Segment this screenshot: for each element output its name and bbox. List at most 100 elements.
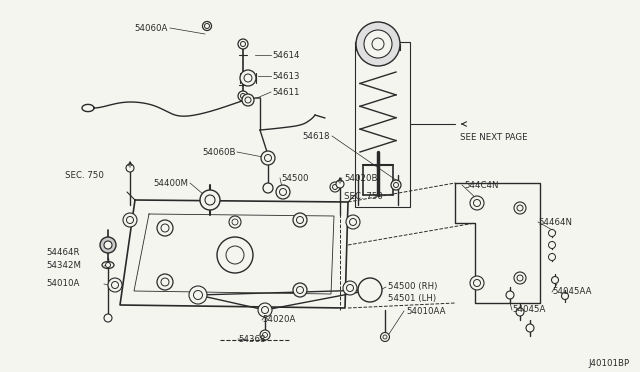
Circle shape: [296, 217, 303, 224]
Circle shape: [123, 213, 137, 227]
Text: 54501 (LH): 54501 (LH): [388, 295, 436, 304]
Circle shape: [157, 220, 173, 236]
Circle shape: [232, 219, 238, 225]
Circle shape: [394, 183, 399, 187]
Circle shape: [263, 183, 273, 193]
Circle shape: [561, 292, 568, 299]
Circle shape: [552, 276, 559, 283]
Circle shape: [127, 217, 134, 224]
Circle shape: [262, 307, 269, 314]
Circle shape: [470, 196, 484, 210]
Circle shape: [383, 335, 387, 339]
Text: 54368: 54368: [238, 334, 266, 343]
Circle shape: [100, 237, 116, 253]
Circle shape: [242, 94, 254, 106]
Text: SEC. 750: SEC. 750: [344, 192, 383, 201]
Circle shape: [238, 91, 248, 101]
Circle shape: [111, 282, 118, 289]
Circle shape: [241, 93, 246, 99]
Circle shape: [161, 278, 169, 286]
Text: 54464N: 54464N: [538, 218, 572, 227]
Circle shape: [516, 308, 524, 316]
Circle shape: [226, 246, 244, 264]
Text: 54020A: 54020A: [262, 315, 296, 324]
Circle shape: [381, 333, 390, 341]
Circle shape: [356, 22, 400, 66]
Text: 54500: 54500: [281, 173, 308, 183]
Circle shape: [202, 22, 211, 31]
Text: 54010AA: 54010AA: [406, 307, 445, 315]
Circle shape: [280, 189, 287, 196]
Circle shape: [276, 185, 290, 199]
Circle shape: [548, 241, 556, 248]
Circle shape: [391, 180, 401, 190]
Circle shape: [293, 213, 307, 227]
Circle shape: [200, 190, 220, 210]
Circle shape: [526, 324, 534, 332]
Circle shape: [548, 230, 556, 237]
Circle shape: [193, 291, 202, 299]
Circle shape: [364, 30, 392, 58]
Circle shape: [293, 283, 307, 297]
Circle shape: [126, 164, 134, 172]
Circle shape: [346, 215, 360, 229]
Circle shape: [474, 279, 481, 286]
Circle shape: [241, 42, 246, 46]
Circle shape: [506, 291, 514, 299]
Circle shape: [372, 38, 384, 50]
Text: 54342M: 54342M: [46, 262, 81, 270]
Circle shape: [238, 39, 248, 49]
Circle shape: [205, 23, 209, 29]
Circle shape: [470, 276, 484, 290]
Circle shape: [548, 253, 556, 260]
Text: J40101BP: J40101BP: [589, 359, 630, 369]
Text: 54611: 54611: [272, 87, 300, 96]
Circle shape: [244, 74, 252, 82]
Text: 54045AA: 54045AA: [552, 288, 591, 296]
Circle shape: [104, 314, 112, 322]
Text: 54010A: 54010A: [46, 279, 79, 289]
Text: 54500 (RH): 54500 (RH): [388, 282, 437, 292]
Circle shape: [333, 185, 337, 189]
Circle shape: [474, 199, 481, 206]
Circle shape: [514, 272, 526, 284]
Ellipse shape: [102, 262, 114, 269]
Text: 54618: 54618: [303, 131, 330, 141]
Circle shape: [346, 285, 353, 292]
Circle shape: [514, 202, 526, 214]
Text: SEE NEXT PAGE: SEE NEXT PAGE: [460, 132, 527, 141]
Circle shape: [157, 274, 173, 290]
Circle shape: [296, 286, 303, 294]
Circle shape: [264, 154, 271, 161]
Circle shape: [261, 151, 275, 165]
Circle shape: [108, 278, 122, 292]
Circle shape: [260, 330, 270, 340]
Text: 54400M: 54400M: [153, 179, 188, 187]
Circle shape: [362, 282, 378, 298]
Circle shape: [358, 278, 382, 302]
Text: 54613: 54613: [272, 71, 300, 80]
Circle shape: [366, 286, 374, 294]
Circle shape: [336, 180, 344, 188]
Circle shape: [245, 97, 251, 103]
Circle shape: [349, 218, 356, 225]
Circle shape: [229, 216, 241, 228]
Circle shape: [262, 333, 268, 337]
Circle shape: [104, 241, 112, 249]
Text: 54060A: 54060A: [134, 23, 168, 32]
Text: 54060B: 54060B: [202, 148, 236, 157]
Circle shape: [258, 303, 272, 317]
Circle shape: [343, 281, 357, 295]
Circle shape: [517, 275, 523, 281]
Text: 54464R: 54464R: [46, 247, 79, 257]
Circle shape: [217, 237, 253, 273]
Circle shape: [517, 205, 523, 211]
Bar: [355, 42, 410, 207]
Text: 54020B: 54020B: [344, 173, 378, 183]
Circle shape: [161, 224, 169, 232]
Text: 54614: 54614: [272, 51, 300, 60]
Circle shape: [330, 182, 340, 192]
Circle shape: [106, 263, 111, 267]
Text: SEC. 750: SEC. 750: [65, 170, 104, 180]
Circle shape: [240, 70, 256, 86]
